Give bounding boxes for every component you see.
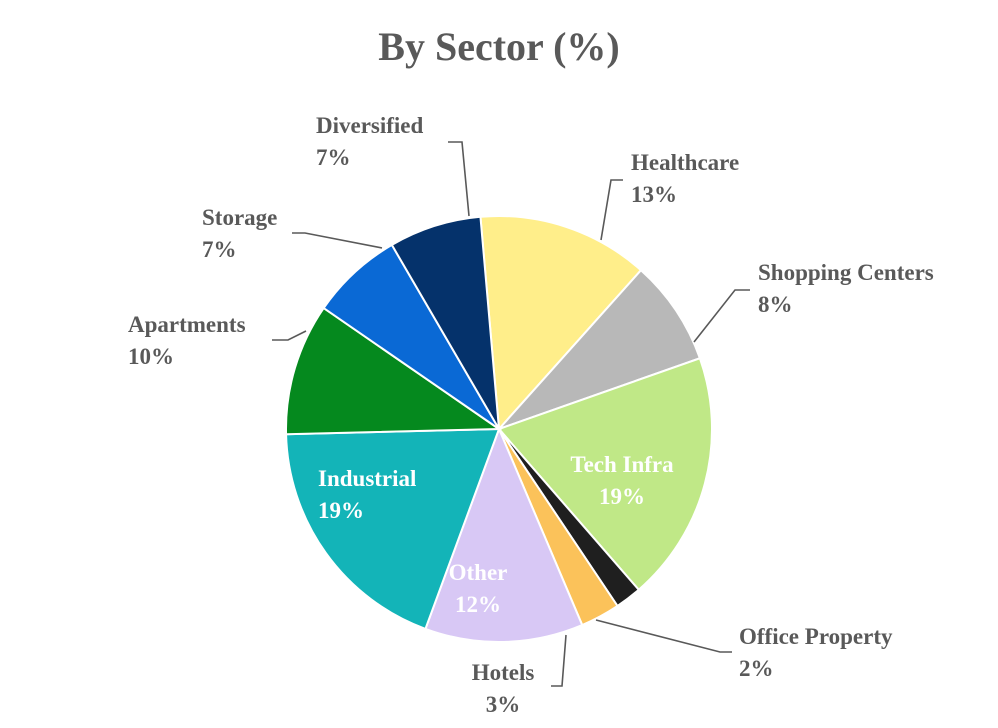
leader-line-healthcare (600, 179, 623, 241)
pie-slice-tech-infra (497, 356, 714, 592)
pie-slice-diversified (390, 215, 500, 430)
slice-label-name: Healthcare (631, 150, 739, 175)
slice-label-value: 7% (316, 145, 351, 170)
pie-slices (285, 215, 714, 643)
slice-label-office-property: Office Property 2% (739, 624, 893, 681)
slice-label-value: 8% (758, 292, 793, 317)
slice-label-name: Office Property (739, 624, 893, 649)
leader-line-shopping-centers (693, 289, 750, 343)
pie-slice-apartments (285, 306, 503, 436)
pie-slice-healthcare (479, 215, 643, 432)
slice-label-name: Tech Infra (570, 452, 674, 477)
chart-title: By Sector (%) (378, 24, 619, 69)
slice-label-name: Industrial (318, 466, 416, 491)
slice-label-value: 19% (599, 484, 645, 509)
slice-label-diversified: Diversified 7% (316, 113, 424, 170)
slice-label-other: Other 12% (449, 560, 508, 617)
slice-labels: Healthcare 13% Shopping Centers 8% Tech Infr… (128, 113, 934, 717)
slice-label-name: Other (449, 560, 508, 585)
slice-label-value: 12% (455, 592, 501, 617)
slice-label-value: 3% (486, 692, 521, 717)
leader-line-office-property (595, 619, 732, 653)
slice-label-shopping-centers: Shopping Centers 8% (758, 260, 934, 317)
slice-label-name: Shopping Centers (758, 260, 934, 285)
pie-slice-shopping-centers (498, 268, 702, 430)
leader-line-diversified (448, 141, 470, 217)
slice-label-tech-infra: Tech Infra 19% (570, 452, 674, 509)
slice-label-healthcare: Healthcare 13% (631, 150, 739, 207)
slice-label-value: 2% (739, 656, 774, 681)
slice-label-industrial: Industrial 19% (318, 466, 416, 523)
slice-label-value: 13% (631, 182, 677, 207)
leader-line-apartments (272, 330, 307, 341)
pie-slice-industrial (285, 427, 501, 631)
leader-line-hotels (551, 634, 567, 687)
slice-label-value: 19% (318, 498, 364, 523)
slice-label-storage: Storage 7% (202, 205, 277, 262)
slice-label-apartments: Apartments 10% (128, 312, 246, 369)
slice-label-value: 7% (202, 237, 237, 262)
slice-label-value: 10% (128, 344, 174, 369)
leader-line-storage (292, 232, 383, 249)
slice-label-name: Storage (202, 205, 277, 230)
slice-label-name: Hotels (472, 660, 535, 685)
slice-label-hotels: Hotels 3% (472, 660, 535, 717)
slice-label-name: Apartments (128, 312, 246, 337)
slice-label-name: Diversified (316, 113, 424, 138)
pie-slice-other (424, 426, 584, 643)
leader-lines (272, 141, 750, 687)
